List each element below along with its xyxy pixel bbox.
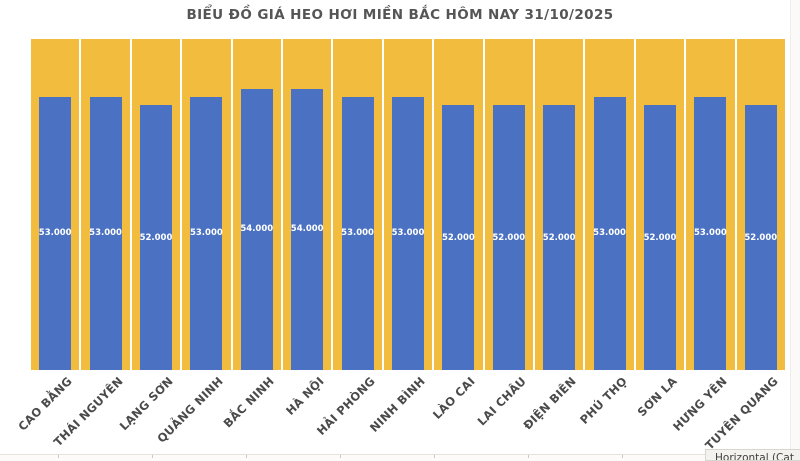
bar-column[interactable]: 53.000 xyxy=(182,39,231,370)
price-bar[interactable]: 52.000 xyxy=(492,105,526,370)
cell-border-tick xyxy=(152,455,153,458)
category-label: CAO BẰNG xyxy=(15,374,76,434)
price-bar[interactable]: 53.000 xyxy=(693,96,727,370)
price-data-label: 52.000 xyxy=(744,232,778,243)
cell-border-tick xyxy=(434,455,435,458)
bar-column[interactable]: 52.000 xyxy=(535,39,584,370)
price-bar[interactable]: 52.000 xyxy=(644,105,676,370)
price-data-label: 52.000 xyxy=(643,232,677,243)
plot-area: 53.000 53.000 52.000 53.000 54.000 54.000 53.0… xyxy=(31,39,787,370)
axis-tooltip-text: Horizontal (Cat xyxy=(715,452,794,461)
price-bar[interactable]: 54.000 xyxy=(290,88,324,370)
price-bar[interactable]: 53.000 xyxy=(189,96,223,370)
bar-column[interactable]: 53.000 xyxy=(686,39,735,370)
bar-column[interactable]: 52.000 xyxy=(434,39,483,370)
price-bar[interactable]: 53.000 xyxy=(593,96,626,370)
cell-border-tick xyxy=(340,455,341,458)
price-data-label: 52.000 xyxy=(492,232,526,243)
bar-column[interactable]: 52.000 xyxy=(484,39,533,370)
bar-column[interactable]: 53.000 xyxy=(81,39,130,370)
bar-column[interactable]: 54.000 xyxy=(283,39,332,370)
chart-title: BIỂU ĐỒ GIÁ HEO HƠI MIỀN BẮC HÔM NAY 31/… xyxy=(186,7,614,23)
cell-border-tick xyxy=(528,455,529,458)
bar-column[interactable]: 52.000 xyxy=(131,39,181,370)
bar-column[interactable]: 53.000 xyxy=(383,39,433,370)
price-data-label: 52.000 xyxy=(441,232,475,243)
bar-column[interactable]: 52.000 xyxy=(736,39,785,370)
bar-column[interactable]: 53.000 xyxy=(31,39,80,370)
price-data-label: 53.000 xyxy=(341,228,374,239)
price-bar[interactable]: 53.000 xyxy=(391,96,425,370)
bar-column[interactable]: 53.000 xyxy=(585,39,634,370)
price-data-label: 54.000 xyxy=(240,224,274,235)
price-data-label: 53.000 xyxy=(38,228,72,239)
spreadsheet-right-edge xyxy=(790,0,800,461)
price-bar[interactable]: 54.000 xyxy=(240,88,274,370)
price-data-label: 52.000 xyxy=(139,232,173,243)
cell-border-tick xyxy=(622,455,623,458)
price-bar[interactable]: 52.000 xyxy=(441,105,475,370)
price-bar[interactable]: 52.000 xyxy=(744,105,778,370)
bar-column[interactable]: 54.000 xyxy=(232,39,281,370)
price-data-label: 53.000 xyxy=(89,228,122,239)
cell-border-tick xyxy=(246,455,247,458)
price-data-label: 54.000 xyxy=(290,224,324,235)
price-data-label: 53.000 xyxy=(693,228,727,239)
price-bar[interactable]: 53.000 xyxy=(341,96,374,370)
bar-column[interactable]: 52.000 xyxy=(635,39,685,370)
axis-tooltip: Horizontal (Cat xyxy=(705,449,800,461)
bar-column[interactable]: 53.000 xyxy=(333,39,382,370)
price-bar[interactable]: 53.000 xyxy=(89,96,122,370)
price-data-label: 53.000 xyxy=(593,228,626,239)
price-bar[interactable]: 52.000 xyxy=(140,105,172,370)
cell-border-tick xyxy=(58,455,59,458)
price-bar[interactable]: 53.000 xyxy=(38,96,72,370)
price-data-label: 53.000 xyxy=(189,228,223,239)
price-bar[interactable]: 52.000 xyxy=(542,105,576,370)
price-data-label: 52.000 xyxy=(542,232,576,243)
price-data-label: 53.000 xyxy=(391,228,425,239)
